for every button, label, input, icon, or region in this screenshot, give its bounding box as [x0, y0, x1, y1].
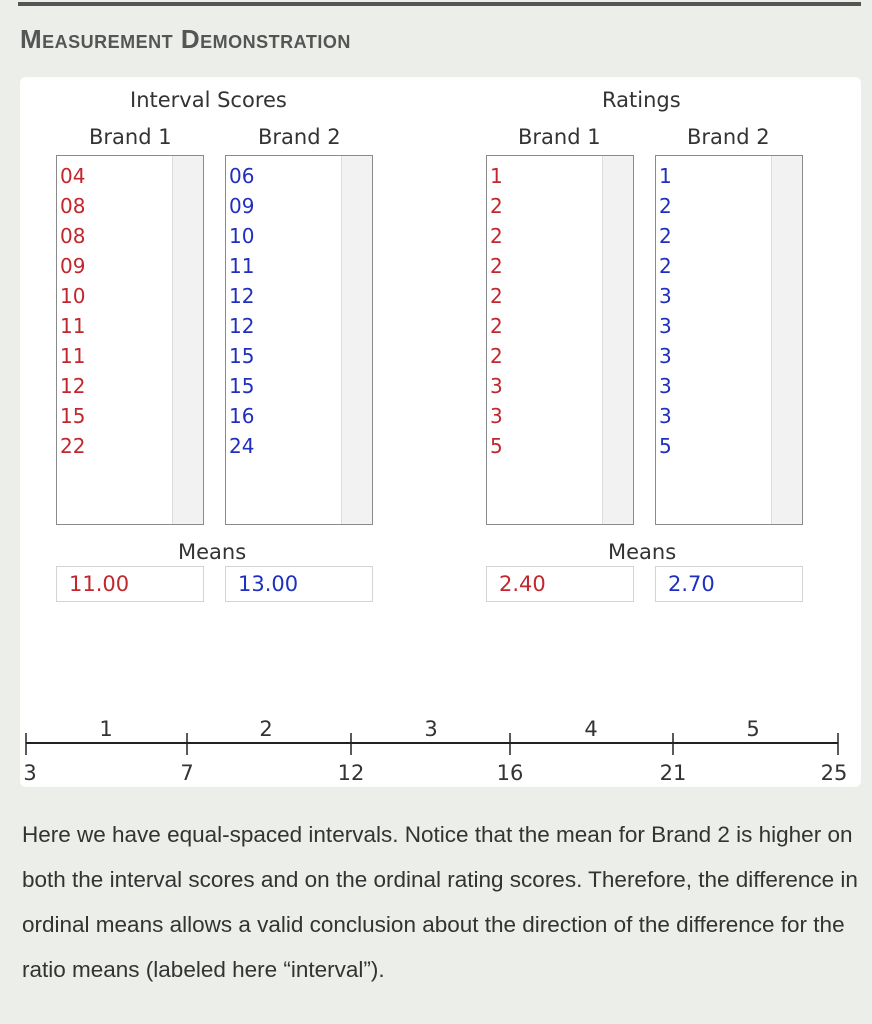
page-title: Measurement Demonstration	[20, 24, 351, 54]
interval-brand1-mean: 11.00	[56, 566, 204, 602]
list-item[interactable]: 2	[490, 194, 503, 218]
interval-means-label: Means	[178, 540, 247, 564]
interval-scores-title: Interval Scores	[130, 88, 287, 112]
scale-tick-label: 12	[338, 761, 365, 785]
scrollbar[interactable]	[341, 156, 372, 524]
list-item[interactable]: 10	[60, 284, 86, 308]
list-item[interactable]: 1	[490, 164, 503, 188]
list-item[interactable]: 2	[490, 254, 503, 278]
list-item[interactable]: 3	[659, 374, 672, 398]
list-item[interactable]: 15	[229, 374, 255, 398]
list-item[interactable]: 5	[490, 434, 503, 458]
scale-tick-label: 21	[660, 761, 687, 785]
list-item[interactable]: 08	[60, 224, 86, 248]
list-item[interactable]: 11	[60, 344, 86, 368]
scale-bin-label: 3	[424, 717, 437, 741]
ratings-brand1-mean: 2.40	[486, 566, 634, 602]
ratings-means-label: Means	[608, 540, 677, 564]
scale-tick-label: 16	[497, 761, 524, 785]
list-item[interactable]: 11	[229, 254, 255, 278]
description-text: Here we have equal-spaced intervals. Not…	[22, 822, 858, 982]
interval-brand2-title: Brand 2	[258, 125, 341, 149]
list-item[interactable]: 2	[490, 284, 503, 308]
ratings-brand1-list[interactable]: 1 2 2 2 2 2 2 3 3 5	[486, 155, 634, 525]
list-item[interactable]: 24	[229, 434, 255, 458]
interval-brand2-list[interactable]: 06 09 10 11 12 12 15 15 16 24	[225, 155, 373, 525]
scale-tick-label: 25	[821, 761, 848, 785]
list-item[interactable]: 22	[60, 434, 86, 458]
scrollbar[interactable]	[172, 156, 203, 524]
scale-bin-label: 2	[259, 717, 272, 741]
list-item[interactable]: 06	[229, 164, 255, 188]
scrollbar[interactable]	[602, 156, 633, 524]
list-item[interactable]: 1	[659, 164, 672, 188]
interval-brand1-list[interactable]: 04 08 08 09 10 11 11 12 15 22	[56, 155, 204, 525]
interval-rating-scale: 3 7 12 16 21 251 2 3 4 5	[23, 717, 848, 785]
interval-brand1-title: Brand 1	[89, 125, 172, 149]
list-item[interactable]: 2	[659, 194, 672, 218]
scrollbar[interactable]	[771, 156, 802, 524]
scale-bin-label: 5	[746, 717, 759, 741]
list-item[interactable]: 3	[659, 404, 672, 428]
scale-tick-label: 7	[180, 761, 193, 785]
ratings-title: Ratings	[602, 88, 681, 112]
list-item[interactable]: 2	[659, 254, 672, 278]
top-rule	[18, 2, 861, 6]
interval-brand2-mean: 13.00	[225, 566, 373, 602]
ratings-brand2-mean: 2.70	[655, 566, 803, 602]
list-item[interactable]: 3	[659, 344, 672, 368]
list-item[interactable]: 12	[60, 374, 86, 398]
list-item[interactable]: 09	[60, 254, 86, 278]
list-item[interactable]: 2	[490, 344, 503, 368]
list-item[interactable]: 12	[229, 284, 255, 308]
list-item[interactable]: 04	[60, 164, 86, 188]
scale-bin-label: 4	[584, 717, 597, 741]
list-item[interactable]: 3	[659, 284, 672, 308]
list-item[interactable]: 15	[60, 404, 86, 428]
list-item[interactable]: 3	[490, 374, 503, 398]
ratings-brand2-list[interactable]: 1 2 2 2 3 3 3 3 3 5	[655, 155, 803, 525]
ratings-brand2-title: Brand 2	[687, 125, 770, 149]
list-item[interactable]: 5	[659, 434, 672, 458]
list-item[interactable]: 16	[229, 404, 255, 428]
list-item[interactable]: 12	[229, 314, 255, 338]
list-item[interactable]: 3	[659, 314, 672, 338]
scale-tick-label: 3	[23, 761, 36, 785]
list-item[interactable]: 2	[490, 314, 503, 338]
list-item[interactable]: 2	[490, 224, 503, 248]
ratings-brand1-title: Brand 1	[518, 125, 601, 149]
list-item[interactable]: 08	[60, 194, 86, 218]
list-item[interactable]: 3	[490, 404, 503, 428]
scale-bin-label: 1	[99, 717, 112, 741]
list-item[interactable]: 2	[659, 224, 672, 248]
list-item[interactable]: 10	[229, 224, 255, 248]
list-item[interactable]: 11	[60, 314, 86, 338]
list-item[interactable]: 15	[229, 344, 255, 368]
list-item[interactable]: 09	[229, 194, 255, 218]
